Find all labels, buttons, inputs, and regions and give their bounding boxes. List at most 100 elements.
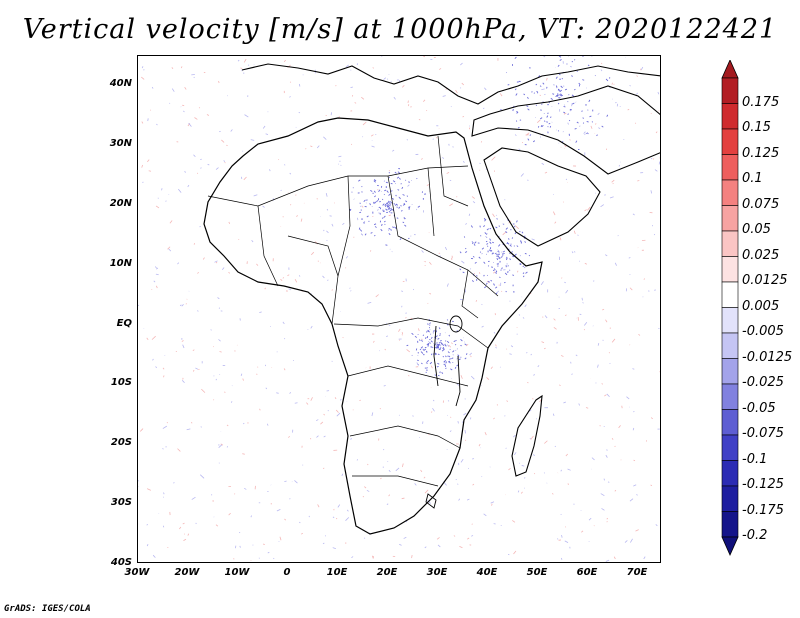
colorbar-label: -0.005 bbox=[742, 324, 784, 339]
velocity-speck bbox=[582, 79, 585, 81]
velocity-speck bbox=[606, 449, 608, 451]
velocity-speck bbox=[559, 237, 562, 241]
velocity-speck bbox=[596, 134, 598, 137]
velocity-speck bbox=[450, 368, 453, 371]
velocity-speck bbox=[155, 205, 160, 209]
velocity-speck bbox=[417, 205, 421, 208]
velocity-speck bbox=[434, 353, 437, 356]
velocity-speck bbox=[200, 167, 202, 169]
velocity-speck bbox=[650, 190, 653, 194]
velocity-speck bbox=[601, 62, 603, 65]
velocity-speck bbox=[460, 458, 464, 463]
velocity-speck bbox=[462, 115, 465, 118]
velocity-speck bbox=[388, 227, 391, 230]
colorbar-label: -0.025 bbox=[742, 375, 784, 390]
velocity-speck bbox=[414, 335, 418, 338]
velocity-speck bbox=[401, 290, 404, 292]
velocity-speck bbox=[422, 334, 425, 337]
velocity-speck bbox=[535, 83, 538, 86]
velocity-speck bbox=[182, 104, 185, 107]
velocity-speck bbox=[565, 289, 569, 294]
velocity-speck bbox=[601, 125, 604, 128]
velocity-speck bbox=[461, 421, 464, 423]
velocity-speck bbox=[192, 349, 195, 352]
velocity-speck bbox=[618, 425, 621, 429]
velocity-speck bbox=[298, 111, 301, 114]
velocity-speck bbox=[571, 251, 574, 254]
velocity-speck bbox=[320, 421, 324, 425]
velocity-speck bbox=[395, 467, 400, 472]
velocity-speck bbox=[171, 67, 174, 69]
velocity-speck bbox=[296, 215, 298, 217]
velocity-speck bbox=[426, 330, 428, 333]
velocity-speck bbox=[479, 272, 481, 275]
velocity-speck bbox=[499, 261, 501, 263]
velocity-speck bbox=[444, 246, 448, 251]
velocity-speck bbox=[331, 223, 334, 227]
velocity-speck bbox=[643, 556, 646, 560]
velocity-speck bbox=[239, 545, 241, 548]
velocity-speck bbox=[522, 265, 525, 268]
velocity-speck bbox=[461, 82, 465, 86]
velocity-speck bbox=[495, 226, 498, 229]
colorbar-label: -0.0125 bbox=[742, 349, 793, 365]
velocity-speck bbox=[400, 183, 402, 185]
velocity-speck bbox=[210, 329, 212, 331]
velocity-speck bbox=[162, 425, 168, 429]
velocity-speck bbox=[393, 96, 396, 100]
velocity-speck bbox=[354, 102, 357, 104]
velocity-speck bbox=[226, 144, 228, 147]
velocity-speck bbox=[536, 90, 538, 93]
velocity-speck bbox=[512, 520, 516, 523]
velocity-speck bbox=[466, 498, 470, 501]
velocity-speck bbox=[561, 277, 563, 279]
velocity-speck bbox=[192, 369, 195, 372]
velocity-speck bbox=[504, 199, 506, 201]
velocity-speck bbox=[544, 93, 546, 96]
velocity-speck bbox=[446, 283, 449, 287]
velocity-speck bbox=[147, 118, 149, 122]
velocity-speck bbox=[449, 203, 454, 207]
velocity-speck bbox=[582, 302, 584, 304]
velocity-speck bbox=[496, 257, 499, 261]
velocity-speck bbox=[411, 332, 414, 335]
velocity-speck bbox=[436, 346, 438, 348]
velocity-speck bbox=[606, 114, 609, 117]
velocity-speck bbox=[632, 368, 635, 370]
velocity-speck bbox=[514, 134, 517, 137]
velocity-speck bbox=[138, 480, 140, 482]
velocity-speck bbox=[385, 208, 388, 211]
velocity-speck bbox=[421, 250, 424, 253]
velocity-speck bbox=[483, 225, 486, 228]
velocity-speck bbox=[383, 384, 386, 387]
velocity-speck bbox=[560, 95, 563, 97]
velocity-speck bbox=[480, 235, 482, 237]
velocity-speck bbox=[459, 268, 462, 271]
velocity-speck bbox=[316, 145, 320, 149]
velocity-speck bbox=[393, 203, 395, 205]
velocity-speck bbox=[389, 209, 392, 212]
velocity-speck bbox=[430, 340, 433, 343]
velocity-speck bbox=[569, 139, 571, 141]
velocity-speck bbox=[350, 290, 352, 292]
colorbar-swatch bbox=[721, 128, 739, 155]
velocity-speck bbox=[185, 303, 187, 305]
velocity-speck bbox=[601, 383, 604, 385]
velocity-speck bbox=[403, 536, 407, 539]
velocity-speck bbox=[489, 238, 492, 241]
velocity-speck bbox=[549, 125, 552, 128]
velocity-speck bbox=[421, 157, 423, 160]
velocity-speck bbox=[552, 211, 556, 216]
velocity-speck bbox=[492, 241, 495, 244]
velocity-speck bbox=[181, 304, 184, 307]
velocity-speck bbox=[637, 180, 640, 182]
velocity-speck bbox=[439, 334, 441, 336]
velocity-speck bbox=[614, 262, 617, 266]
velocity-speck bbox=[543, 56, 546, 58]
velocity-speck bbox=[384, 348, 387, 351]
velocity-speck bbox=[218, 80, 220, 84]
velocity-speck bbox=[446, 319, 449, 321]
velocity-speck bbox=[221, 267, 225, 271]
velocity-speck bbox=[424, 489, 429, 494]
velocity-speck bbox=[560, 355, 564, 357]
